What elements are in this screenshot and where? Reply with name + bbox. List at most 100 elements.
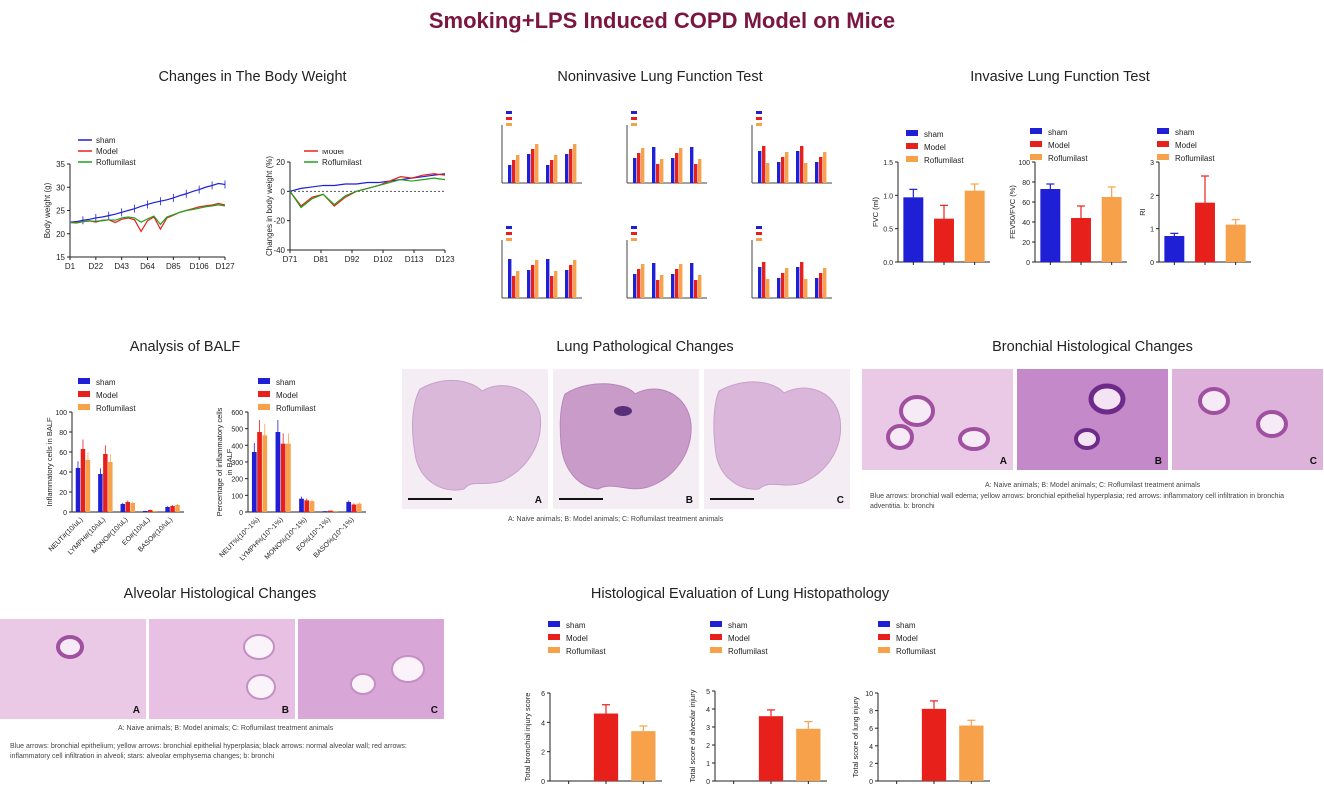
legend-label: Model xyxy=(96,391,118,400)
y-tick-label: 4 xyxy=(869,744,873,751)
bar-sham xyxy=(98,474,103,512)
bar xyxy=(679,264,683,298)
bar xyxy=(675,153,679,183)
bar xyxy=(512,160,516,183)
balf-count-chart: sham Model Roflumilast 0 20 40 60 80 100Inflamma… xyxy=(45,378,184,557)
legend-label: Model xyxy=(1175,141,1197,150)
legend-swatch xyxy=(756,111,762,114)
y-axis-label: FEV50/FVC (%) xyxy=(1008,185,1017,239)
legend-swatch xyxy=(548,634,560,640)
x-tick-label: D22 xyxy=(88,262,103,271)
scale-bar xyxy=(710,498,754,503)
legend-label: Roflumilast xyxy=(322,158,362,167)
series-line-model xyxy=(69,202,226,233)
bar xyxy=(766,163,770,183)
bar xyxy=(694,164,698,183)
y-axis-label: Total score of alveolar injury xyxy=(688,689,697,782)
noninvasive-thumbnail-chart xyxy=(626,111,707,184)
bar xyxy=(637,153,641,183)
legend-swatch xyxy=(258,404,270,410)
bar-sham xyxy=(299,498,304,512)
series-line-roflumilast xyxy=(69,204,226,226)
legend-swatch xyxy=(506,238,512,241)
legend-swatch xyxy=(548,621,560,627)
lung-path-panel-a: A xyxy=(402,369,548,509)
section-title-balf: Analysis of BALF xyxy=(129,339,241,355)
x-tick-label: D106 xyxy=(190,262,210,271)
y-tick-label: 200 xyxy=(231,477,243,484)
bar xyxy=(652,263,656,298)
y-axis-label: FVC (ml) xyxy=(871,197,880,227)
legend-swatch xyxy=(78,404,90,410)
bar xyxy=(758,267,762,298)
legend-swatch xyxy=(710,647,722,653)
bar-roflumilast xyxy=(108,462,113,512)
y-tick-label: 0 xyxy=(706,779,710,786)
y-tick-label: 25 xyxy=(56,207,65,216)
legend-label: Roflumilast xyxy=(896,647,936,656)
x-tick-label: D1 xyxy=(65,262,76,271)
bar-sham xyxy=(275,432,281,512)
x-tick-label: LYMPH%(10^-1%) xyxy=(239,516,285,562)
bar xyxy=(569,265,573,298)
y-tick-label: 2 xyxy=(541,750,545,757)
bar-roflumilast xyxy=(85,460,91,512)
bar-model xyxy=(304,500,310,512)
legend-swatch xyxy=(78,391,90,397)
bar xyxy=(508,165,512,183)
y-tick-label: 1.0 xyxy=(883,193,893,200)
bar xyxy=(527,154,531,183)
y-tick-label: 15 xyxy=(56,253,65,262)
body-weight-change-chart: shamModelRoflumilast-40-20020D71D81D92D1… xyxy=(265,150,455,264)
bar xyxy=(781,273,785,298)
bar-model xyxy=(1071,218,1091,262)
bar xyxy=(633,158,637,183)
bar-sham xyxy=(251,452,257,512)
bar xyxy=(546,259,550,298)
y-tick-label: 4 xyxy=(541,720,545,727)
section-title-alveolar: Alveolar Histological Changes xyxy=(123,586,317,602)
legend-label: sham xyxy=(728,621,748,630)
bar xyxy=(675,269,679,298)
alveolar-panel-a: A xyxy=(0,619,146,719)
invasive-fev-chart: sham Model Roflumilast 0 20 40 60 80 100 FEV50/FV… xyxy=(1008,128,1127,267)
bar-sham xyxy=(120,504,126,512)
legend-label: Model xyxy=(322,150,344,156)
section-title-bronchial: Bronchial Histological Changes xyxy=(992,339,1193,355)
bar-roflumilast xyxy=(152,511,158,512)
alveolar-panel-b: B xyxy=(149,619,295,719)
bar-roflumilast xyxy=(130,503,135,512)
legend-label: sham xyxy=(566,621,586,630)
bar-roflumilast xyxy=(175,505,180,512)
legend-swatch xyxy=(631,238,637,241)
body-weight-chart: sham Model Roflumilast 15 20 25 30 35 D1 D22 D43 D6… xyxy=(43,136,235,271)
x-tick-label: D43 xyxy=(114,262,129,271)
legend-swatch xyxy=(756,123,762,126)
y-tick-label: 400 xyxy=(231,443,243,450)
histology-image xyxy=(243,634,276,700)
legend-swatch xyxy=(756,226,762,229)
y-axis-label: Total bronchial injury score xyxy=(523,693,532,782)
y-axis-label: in BALF xyxy=(225,448,234,475)
legend-label: sham xyxy=(96,136,116,145)
legend-label: Model xyxy=(924,143,946,152)
bar xyxy=(512,276,516,298)
legend-swatch xyxy=(258,391,270,397)
bar xyxy=(800,146,804,183)
bar xyxy=(546,165,550,183)
noninvasive-thumbnail-chart xyxy=(501,226,582,299)
bar-roflumilast xyxy=(959,725,984,781)
bronchial-panel-b: B xyxy=(1017,369,1168,470)
bar xyxy=(554,155,558,183)
alveolar-caption-1: A: Naive animals; B: Model animals; C: R… xyxy=(118,725,334,732)
legend-swatch xyxy=(506,123,512,126)
bar xyxy=(819,273,823,298)
noninvasive-thumbnail-chart xyxy=(751,111,832,184)
bar xyxy=(660,275,664,298)
legend-label: Roflumilast xyxy=(924,156,964,165)
bar-sham xyxy=(1164,236,1185,262)
bar-sham xyxy=(165,507,170,512)
y-axis-label: Percentage of inflammatory cells xyxy=(215,407,224,516)
legend-swatch xyxy=(1157,128,1169,134)
scale-bar xyxy=(408,498,452,503)
